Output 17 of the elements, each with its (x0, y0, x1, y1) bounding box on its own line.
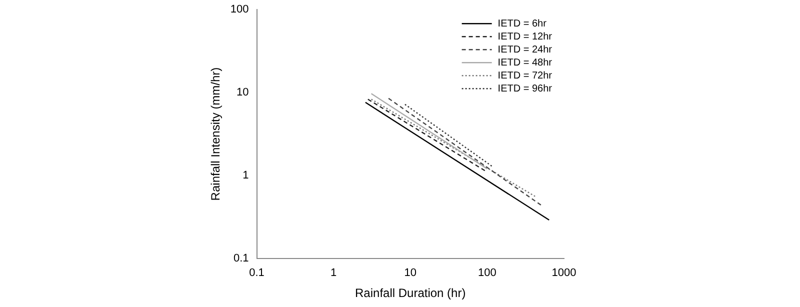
legend-label: IETD = 72hr (498, 70, 553, 82)
y-tick-label: 1 (242, 170, 249, 182)
y-tick-label: 10 (236, 86, 249, 99)
legend-label: IETD = 48hr (498, 57, 553, 68)
x-axis-title: Rainfall Duration (hr) (355, 286, 466, 300)
legend-label: IETD = 24hr (498, 44, 553, 56)
x-tick-label: 1 (330, 267, 337, 280)
y-tick-label: 0.1 (233, 252, 249, 264)
y-axis-title: Rainfall Intensity (mm/hr) (208, 67, 223, 201)
legend-label: IETD = 12hr (498, 31, 553, 42)
x-tick-label: 100 (478, 267, 496, 280)
x-tick-label: 10 (404, 267, 416, 280)
y-tick-label: 100 (230, 4, 249, 16)
x-tick-label: 0.1 (249, 267, 264, 280)
legend-label: IETD = 6hr (498, 18, 548, 30)
legend-label: IETD = 96hr (498, 83, 553, 94)
x-tick-label: 1000 (552, 267, 576, 280)
